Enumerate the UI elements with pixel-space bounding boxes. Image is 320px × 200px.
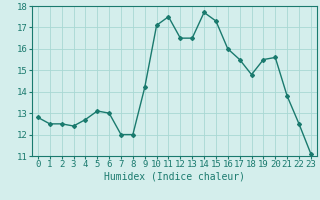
X-axis label: Humidex (Indice chaleur): Humidex (Indice chaleur) (104, 172, 245, 182)
